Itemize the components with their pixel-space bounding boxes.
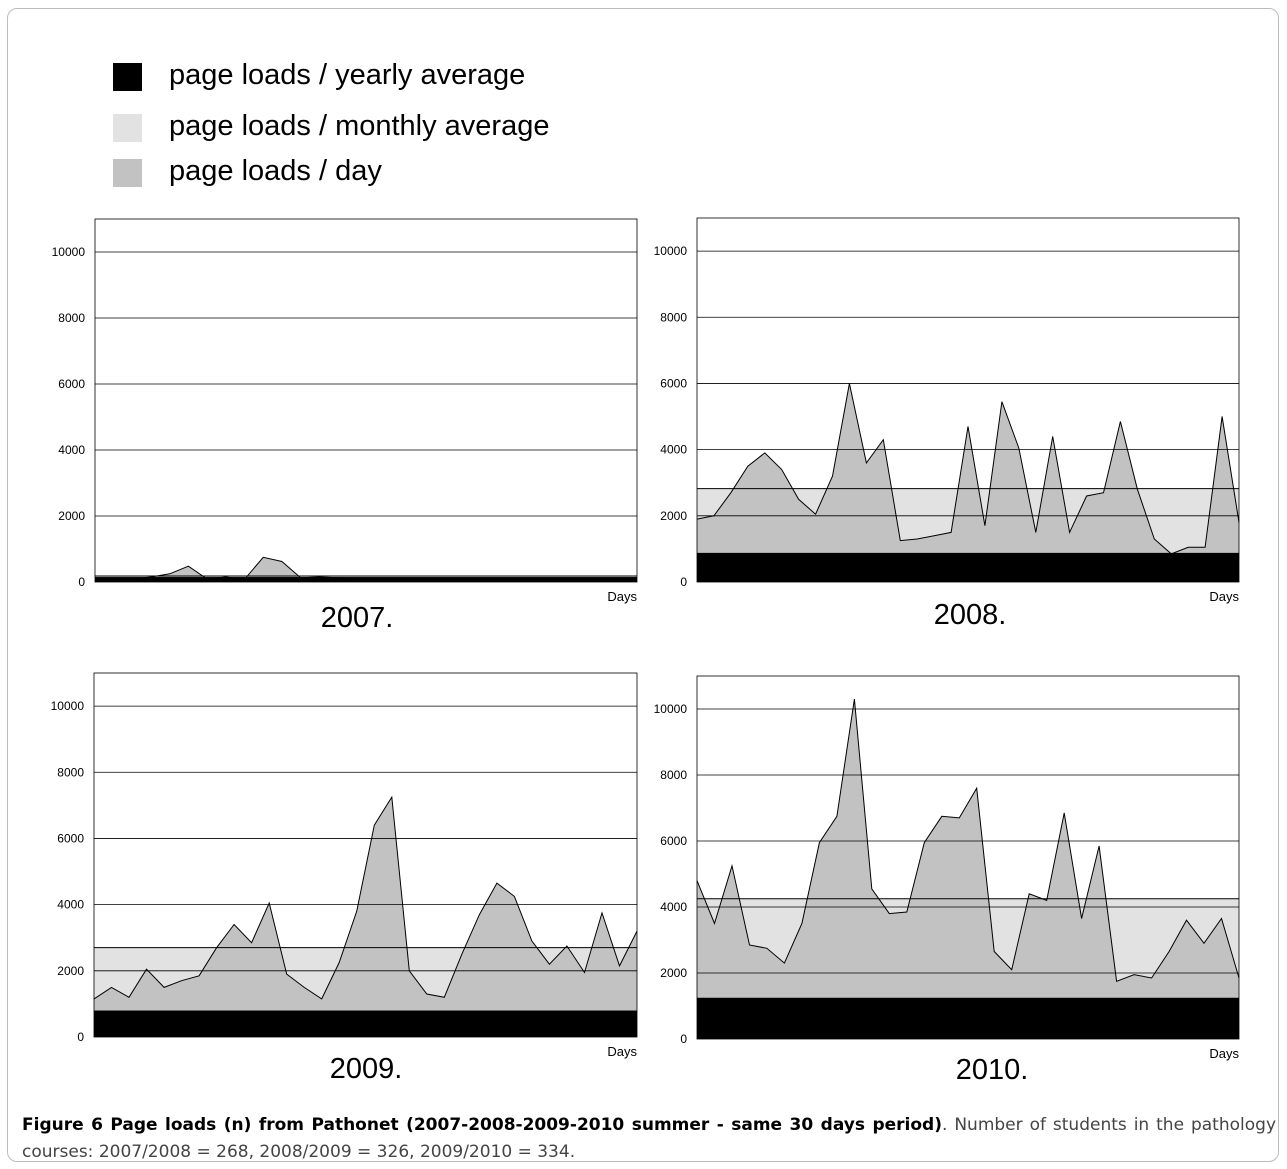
yearly-average-area — [94, 1010, 637, 1037]
y-tick-label-6000: 6000 — [660, 834, 687, 848]
chart-2007: 0 2000 4000 6000 8000 10000 Days 2007. — [52, 218, 638, 634]
y-tick-label-6000: 6000 — [660, 376, 687, 390]
daily-page-loads-line — [93, 795, 638, 1000]
daily-page-loads-line — [696, 699, 1240, 982]
plot-frame — [93, 672, 638, 1038]
year-label: 2007. — [321, 602, 394, 634]
legend-swatch-daily — [113, 159, 142, 187]
charts-svg: 0 2000 4000 6000 8000 10000 Days 2007. 0 2000 4000… — [51, 217, 1240, 1086]
y-tick-label-2000: 2000 — [57, 964, 84, 978]
x-axis-label: Days — [1209, 589, 1239, 604]
y-tick-label-4000: 4000 — [660, 900, 687, 914]
y-tick-label-2000: 2000 — [58, 509, 85, 523]
year-label: 2008. — [934, 599, 1007, 631]
y-tick-label-10000: 10000 — [51, 699, 85, 713]
legend-label-monthly: page loads / monthly average — [169, 110, 550, 142]
figure-frame — [7, 8, 1279, 1162]
y-tick-label-2000: 2000 — [660, 966, 687, 980]
yearly-average-area — [697, 997, 1239, 1039]
caption-text: . Number of students in the pathology co… — [22, 1115, 1276, 1162]
y-tick-label-0: 0 — [77, 1030, 84, 1044]
y-tick-label-8000: 8000 — [58, 311, 85, 325]
x-axis-label: Days — [607, 589, 637, 604]
daily-page-loads-area — [697, 383, 1239, 582]
y-tick-label-6000: 6000 — [57, 831, 84, 845]
yearly-average-area — [95, 577, 637, 582]
x-axis-label: Days — [1209, 1046, 1239, 1061]
plot-frame — [94, 218, 638, 583]
daily-page-loads-area — [94, 797, 637, 1037]
y-tick-label-8000: 8000 — [660, 310, 687, 324]
legend-label-daily: page loads / day — [169, 155, 382, 187]
chart-2010: 0 2000 4000 6000 8000 10000 Days 2010. — [654, 675, 1240, 1086]
x-axis-label: Days — [607, 1044, 637, 1059]
y-tick-label-10000: 10000 — [654, 702, 688, 716]
daily-page-loads-line — [696, 383, 1240, 555]
figure-caption: Figure 6 Page loads (n) from Pathonet (2… — [22, 1112, 1276, 1166]
legend-label-yearly: page loads / yearly average — [169, 59, 526, 91]
plot-frame — [696, 217, 1240, 583]
y-tick-label-10000: 10000 — [654, 244, 688, 258]
caption-title: Figure 6 Page loads (n) from Pathonet (2… — [22, 1115, 942, 1135]
legend-swatch-monthly — [113, 114, 142, 142]
y-tick-label-2000: 2000 — [660, 509, 687, 523]
y-tick-label-0: 0 — [78, 575, 85, 589]
year-label: 2009. — [330, 1053, 403, 1085]
y-tick-label-8000: 8000 — [57, 765, 84, 779]
chart-2009: 0 2000 4000 6000 8000 10000 Days 2009. — [51, 672, 638, 1085]
yearly-average-area — [697, 552, 1239, 582]
plot-frame — [696, 675, 1240, 1040]
charts-area: 0 2000 4000 6000 8000 10000 Days 2007. 0 2000 4000… — [51, 217, 1240, 1086]
y-tick-label-4000: 4000 — [660, 443, 687, 457]
daily-page-loads-area — [697, 699, 1239, 1039]
y-tick-label-10000: 10000 — [52, 245, 86, 259]
chart-2008: 0 2000 4000 6000 8000 10000 Days 2008. — [654, 217, 1240, 631]
y-tick-label-4000: 4000 — [58, 443, 85, 457]
y-tick-label-6000: 6000 — [58, 377, 85, 391]
legend-swatch-yearly — [113, 63, 142, 91]
y-tick-label-8000: 8000 — [660, 768, 687, 782]
year-label: 2010. — [956, 1054, 1029, 1086]
y-tick-label-0: 0 — [680, 575, 687, 589]
y-tick-label-4000: 4000 — [57, 898, 84, 912]
y-tick-label-0: 0 — [680, 1032, 687, 1046]
